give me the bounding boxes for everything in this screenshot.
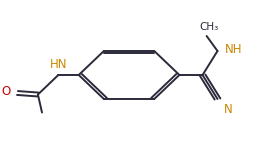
Text: HN: HN [50,58,67,71]
Text: NH: NH [225,43,243,56]
Text: CH₃: CH₃ [200,22,219,32]
Text: N: N [224,103,233,116]
Text: O: O [1,85,11,98]
